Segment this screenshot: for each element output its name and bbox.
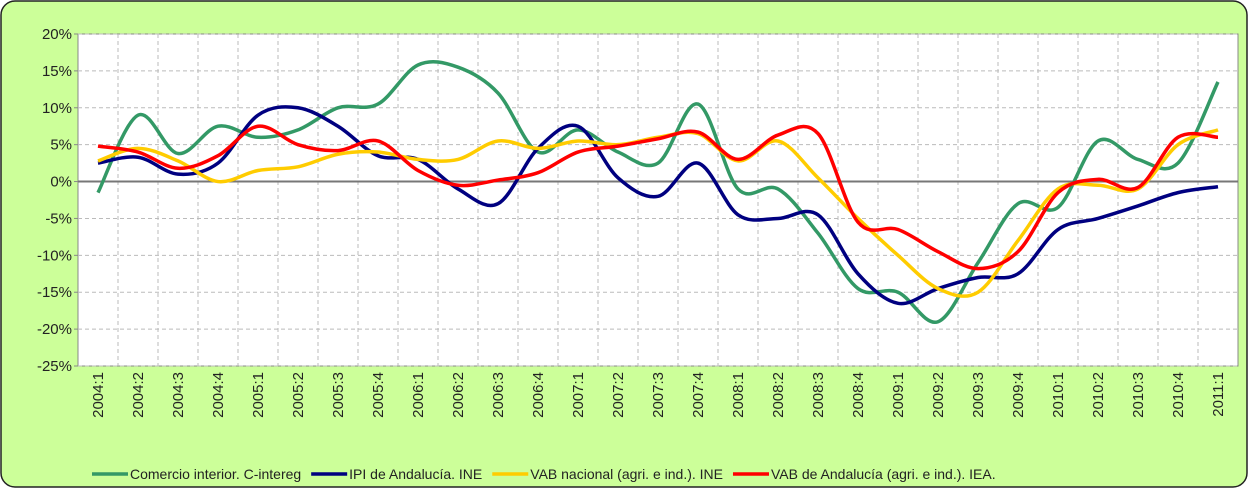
- x-tick-label: 2005:1: [250, 372, 267, 418]
- x-tick-label: 2005:3: [330, 372, 347, 418]
- series-line: [96, 60, 1220, 324]
- legend-label: VAB nacional (agri. e ind.). INE: [530, 466, 723, 482]
- x-tick-label: 2007:2: [610, 372, 627, 418]
- y-tick-label: -15%: [37, 284, 72, 301]
- x-tick-label: 2008:3: [810, 372, 827, 418]
- series-line: [97, 124, 1219, 271]
- x-tick-label: 2009:2: [930, 372, 947, 418]
- x-tick-label: 2010:4: [1170, 372, 1187, 418]
- x-tick-label: 2009:1: [890, 372, 907, 418]
- legend-label: VAB de Andalucía (agri. e ind.). IEA.: [771, 466, 996, 482]
- x-tick-label: 2007:3: [650, 372, 667, 418]
- x-tick-label: 2006:2: [450, 372, 467, 418]
- x-tick-label: 2008:1: [730, 372, 747, 418]
- y-tick-label: 10%: [42, 100, 72, 117]
- y-tick-label: -10%: [37, 247, 72, 264]
- y-tick-label: -25%: [37, 358, 72, 375]
- legend-label: Comercio interior. C-intereg: [130, 466, 301, 482]
- x-tick-label: 2004:1: [90, 372, 107, 418]
- x-tick-label: 2010:1: [1050, 372, 1067, 418]
- x-tick-label: 2005:2: [290, 372, 307, 418]
- x-tick-label: 2006:1: [410, 372, 427, 418]
- series-line: [97, 105, 1219, 306]
- x-tick-label: 2004:3: [170, 372, 187, 418]
- x-tick-label: 2006:3: [490, 372, 507, 418]
- x-tick-label: 2005:4: [370, 372, 387, 418]
- x-tick-label: 2006:4: [530, 372, 547, 418]
- x-tick-label: 2004:4: [210, 372, 227, 418]
- y-tick-label: 0%: [50, 174, 72, 191]
- y-tick-label: -5%: [45, 210, 72, 227]
- x-tick-label: 2007:1: [570, 372, 587, 418]
- x-tick-label: 2010:3: [1130, 372, 1147, 418]
- x-tick-label: 2008:2: [770, 372, 787, 418]
- y-tick-label: 15%: [42, 63, 72, 80]
- y-tick-label: -20%: [37, 321, 72, 338]
- x-tick-label: 2009:4: [1010, 372, 1027, 418]
- x-tick-label: 2007:4: [690, 372, 707, 418]
- x-tick-label: 2009:3: [970, 372, 987, 418]
- x-tick-label: 2004:2: [130, 372, 147, 418]
- x-tick-label: 2011:1: [1210, 372, 1227, 417]
- y-tick-label: 5%: [50, 137, 72, 154]
- legend-label: IPI de Andalucía. INE: [349, 466, 482, 482]
- x-tick-label: 2008:4: [850, 372, 867, 418]
- x-tick-label: 2010:2: [1090, 372, 1107, 418]
- y-tick-label: 20%: [42, 26, 72, 43]
